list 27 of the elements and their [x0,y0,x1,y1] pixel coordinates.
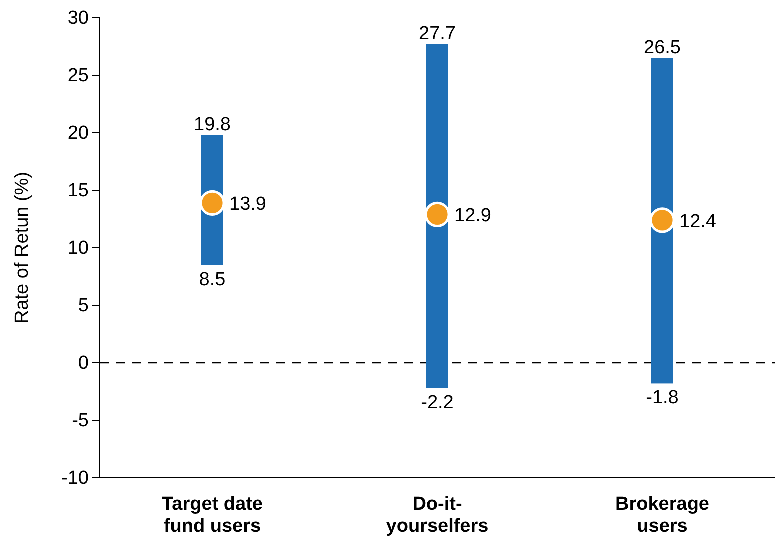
y-tick-label: 5 [78,296,89,317]
y-tick-label: -5 [72,410,89,432]
annotation: 19.8 [194,114,231,136]
data-label: 13.9 [230,194,266,216]
data-label: 12.9 [454,206,492,227]
x-tick-label: Brokerage users [616,494,710,537]
point [200,190,226,216]
point [424,202,450,228]
y-tick-label: 25 [68,66,89,87]
y-tick-label: 20 [68,123,89,144]
annotation: 26.5 [644,37,681,58]
y-axis-title: Rate of Retun (%) [12,172,33,324]
bar [652,58,674,384]
annotation: 8.5 [199,269,226,290]
y-tick-label: 30 [68,8,89,30]
y-tick-label: 10 [68,238,89,260]
annotation: -2.2 [421,392,454,414]
y-tick-label: 15 [68,180,89,202]
annotation: -1.8 [646,388,679,409]
bar [426,44,448,388]
x-tick-label: Do-it-yourselfers [386,494,489,537]
point [650,208,676,234]
data-label: 12.4 [680,211,717,232]
y-tick-label: 0 [78,353,89,374]
y-tick-label: -10 [62,468,89,490]
x-tick-label: Target date fund users [162,494,264,537]
annotation: 27.7 [419,23,456,44]
